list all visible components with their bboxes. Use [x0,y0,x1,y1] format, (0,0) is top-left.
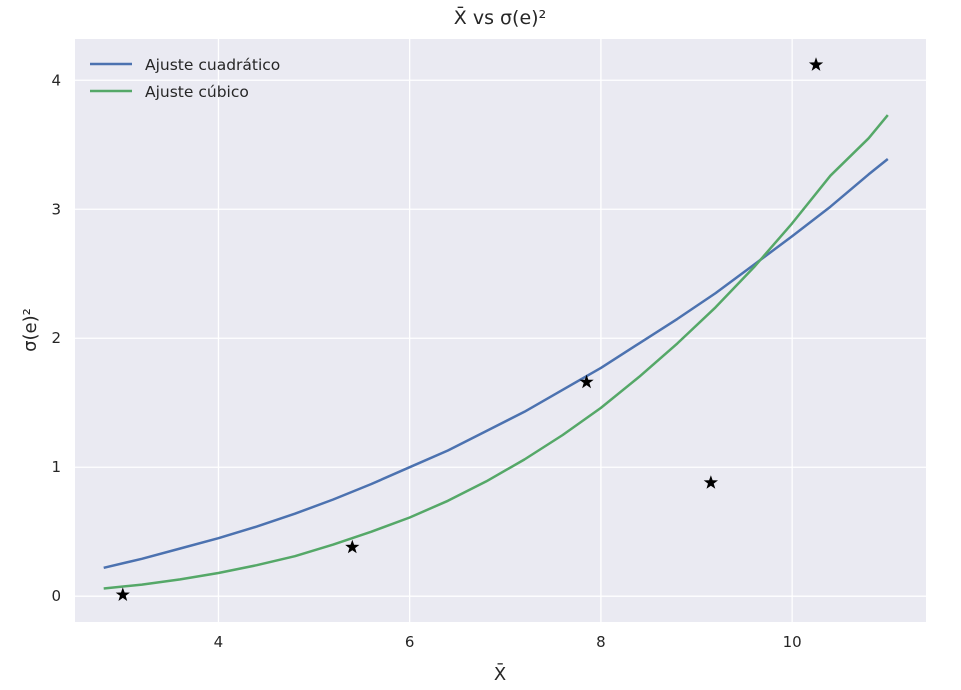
star-data-point [579,374,594,389]
y-tick-label: 3 [51,200,61,218]
star-data-point [345,539,360,554]
series-line-0 [103,158,889,570]
legend-label-ajuste-cuadratico: Ajuste cuadrático [145,56,280,74]
star-data-point [703,475,718,489]
y-tick-label: 1 [51,458,61,476]
star-data-point [115,587,130,601]
grid [75,39,926,622]
y-tick-label: 4 [51,71,61,89]
plot-area [75,39,926,622]
star-data-point [808,57,824,71]
x-axis-label: X̄ [494,663,506,685]
ticks-layer: 4 6 8 10 0 1 2 3 4 [51,71,801,651]
points-layer [115,57,824,601]
series-layer [103,114,889,590]
legend: Ajuste cuadrático Ajuste cúbico [90,56,280,101]
y-tick-label: 0 [51,587,61,605]
series-line-1 [103,114,889,590]
x-tick-label: 8 [596,633,606,651]
x-tick-label: 6 [405,633,415,651]
chart-title: X̄ vs σ(e)² [454,5,546,29]
legend-label-ajuste-cubico: Ajuste cúbico [145,83,249,101]
x-tick-label: 10 [783,633,802,651]
y-axis-label: σ(e)² [20,308,41,352]
x-tick-label: 4 [214,633,224,651]
y-tick-label: 2 [51,329,61,347]
